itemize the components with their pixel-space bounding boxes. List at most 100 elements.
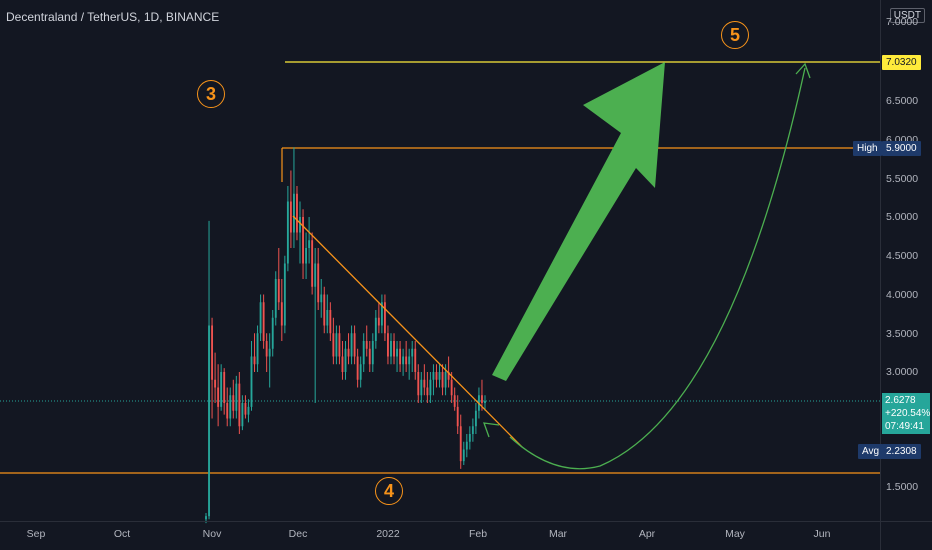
candle-up [468,434,471,442]
time-tick-label: Mar [548,528,568,540]
candle-up [229,395,232,419]
big-up-arrow [492,62,665,381]
candle-down [277,279,280,303]
candle-up [344,348,347,372]
candle-up [429,379,432,396]
candle-up [320,294,323,303]
candle-up [374,317,377,341]
candle-down [338,333,341,357]
candle-up [259,302,262,334]
candle-up [250,356,253,407]
candle-up [371,341,374,365]
candle-down [423,379,426,388]
time-tick-label: May [725,528,745,540]
candle-down [317,263,320,303]
price-tick-label: 1.5000 [886,481,919,493]
candle-up [314,263,317,287]
candle-down [387,333,389,357]
bar-countdown: 07:49:41 [885,421,924,432]
candle-up [274,279,277,318]
candle-down [296,193,298,233]
candle-down [262,302,265,341]
price-tick-label: 7.0000 [886,16,919,28]
candle-down [368,348,371,365]
candle-down [450,379,453,396]
candle-down [265,341,268,357]
time-tick-label: Apr [638,528,656,540]
high-price-tag: 5.9000 [882,141,921,156]
candle-up [293,193,295,233]
trendline [292,215,523,448]
candle-down [435,372,438,380]
candle-down [244,403,247,415]
candle-up [305,248,308,264]
candle-up [471,426,474,434]
candle-down [383,302,386,334]
last-price-value: 2.6278 [885,395,916,406]
candle-down [341,356,344,372]
candle-up [208,325,210,517]
candle-up [396,348,398,357]
candle-up [420,379,423,396]
price-tick-label: 4.5000 [886,250,919,262]
candle-down [211,325,214,380]
candle-up [286,201,289,264]
last-price-box: 2.6278 +220.54% 07:49:41 [882,393,930,434]
candle-down [253,356,256,365]
candle-up [484,400,486,403]
candle-down [232,395,235,411]
candle-down [393,341,395,357]
candle-up [335,333,338,357]
target-price-tag: 7.0320 [882,55,921,70]
price-tick-label: 5.5000 [886,173,919,185]
candle-down [332,333,335,357]
price-tick-label: 4.0000 [886,289,919,301]
candle-up [474,410,477,427]
candle-down [238,383,241,427]
time-tick-label: Jun [813,528,831,540]
candle-up [432,372,435,380]
candle-up [205,516,207,520]
candle-down [353,333,356,357]
candle-down [289,201,292,233]
wave-label-4: 4 [375,477,403,505]
candle-up [308,240,311,248]
candle-up [359,364,362,380]
candle-up [362,341,365,365]
candle-up [411,348,414,357]
price-tick-label: 3.0000 [886,366,919,378]
avg-label-tag: Avg [858,444,884,459]
candle-down [302,217,304,264]
candle-up [390,341,392,357]
candle-down [365,341,368,349]
candle-down [453,395,456,407]
candle-down [417,372,420,396]
price-axis-divider [880,0,881,550]
candle-down [356,356,359,380]
candle-down [441,372,444,388]
candles [205,147,486,524]
time-tick-label: Sep [26,528,46,540]
candle-down [456,406,459,427]
candle-down [223,372,226,403]
candle-down [329,310,332,334]
candle-down [311,240,314,287]
time-tick-label: Feb [468,528,488,540]
candle-up [438,372,441,380]
candle-down [399,348,402,365]
time-tick-label: Oct [113,528,131,540]
candle-down [481,395,483,403]
candle-down [226,403,229,419]
candle-down [414,348,417,372]
time-tick-label: Nov [202,528,222,540]
candle-up [256,333,259,365]
candle-down [405,356,408,365]
candle-down [447,372,450,380]
currency-button[interactable]: USDT [889,8,925,23]
price-tick-label: 5.0000 [886,211,919,223]
candle-down [323,294,326,326]
candle-down [214,379,217,388]
candle-down [377,317,380,326]
